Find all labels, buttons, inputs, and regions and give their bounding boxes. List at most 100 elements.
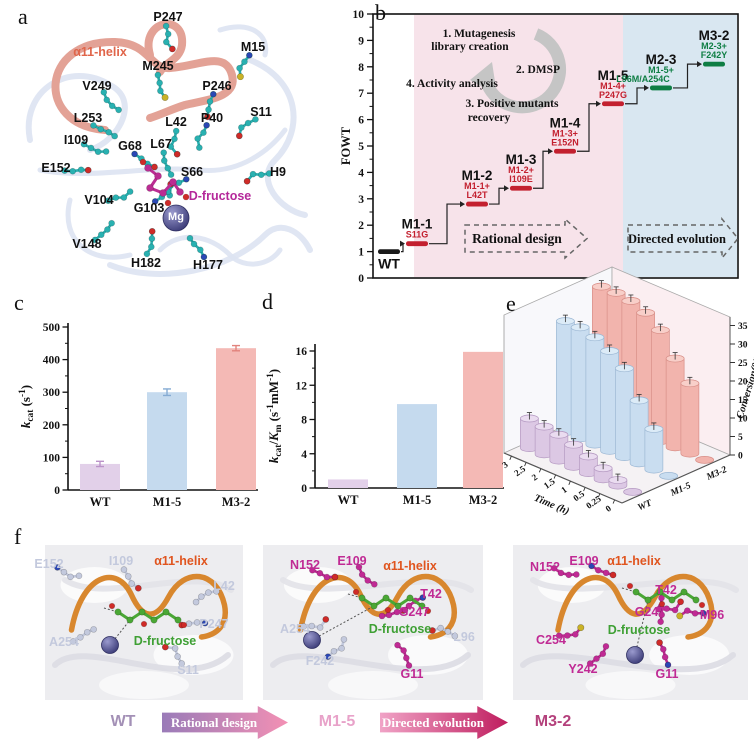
atom-ball — [352, 588, 360, 596]
atom-ball — [126, 616, 134, 624]
atom-ball — [159, 189, 167, 197]
atom-ball — [90, 122, 97, 129]
atom-ball — [658, 594, 665, 602]
step-sub-M1-4-0: M1-3+ — [552, 128, 578, 138]
footer-label-m3-2: M3-2 — [534, 713, 572, 730]
ribbon-strand — [51, 37, 174, 134]
series-label-M3-2: M3-2 — [704, 465, 728, 483]
ribbon-strand — [37, 127, 288, 176]
cylinder-body-M3-2 — [680, 379, 700, 458]
time-tick — [597, 493, 601, 498]
atom-ball — [80, 140, 88, 148]
atom-ball — [114, 608, 122, 616]
atom-ball — [594, 566, 602, 574]
bond-stick — [590, 564, 615, 577]
atom-ball — [309, 566, 316, 574]
atom-ball — [143, 250, 151, 258]
step-connector — [577, 103, 597, 152]
bond-stick — [302, 618, 328, 629]
atom-ball — [90, 626, 97, 633]
atom-ball — [370, 602, 378, 610]
atom-ball — [111, 132, 118, 140]
step-name-M1-2: M1-2 — [462, 168, 493, 183]
atom-ball — [249, 170, 257, 178]
bond-stick — [106, 190, 132, 203]
atom-ball — [599, 650, 607, 658]
panel-c-bar-WT — [80, 463, 120, 490]
atom-ball — [193, 619, 201, 626]
atom-ball — [97, 231, 105, 239]
panel-letter-c: c — [14, 290, 24, 315]
atom-ball — [126, 188, 134, 195]
atom-ball — [656, 639, 663, 646]
atom-ball — [691, 610, 699, 617]
step-connector — [533, 150, 549, 189]
atom-ball — [171, 645, 179, 652]
atom-ball — [154, 71, 162, 79]
atom-ball — [198, 593, 205, 600]
y-tick-label: 4 — [358, 167, 364, 179]
bond-stick — [145, 230, 154, 256]
panel-c-category-WT: WT — [90, 495, 112, 509]
panel-d-bar-M3-2 — [463, 351, 503, 488]
step-name-M1-3: M1-3 — [506, 152, 537, 167]
atom-ball — [190, 240, 198, 248]
step-dash-WT — [378, 249, 400, 254]
atom-ball — [105, 128, 113, 136]
atom-ball — [120, 566, 128, 573]
atom-ball — [183, 176, 190, 183]
atom-ball — [157, 87, 164, 95]
atom-ball — [661, 653, 669, 661]
atom-ball — [700, 610, 707, 617]
y-tick-label: 10 — [353, 9, 365, 21]
cycle-annotation-5: recovery — [468, 112, 511, 124]
atom-ball — [668, 596, 676, 604]
step-name-M1-1: M1-1 — [402, 217, 433, 232]
step-dash-M2-3 — [650, 85, 672, 91]
atom-ball — [167, 171, 175, 178]
atom-ball — [340, 636, 348, 643]
series-axis — [621, 454, 731, 504]
ribbon-strand — [270, 652, 471, 673]
atom-ball — [692, 596, 700, 604]
atom-ball — [663, 605, 670, 612]
time-tick-label: 3 — [500, 459, 510, 470]
atom-ball — [77, 166, 85, 174]
panel-c-bar-M1-5 — [147, 392, 187, 490]
bond-stick — [162, 151, 173, 176]
connector-arrowhead — [697, 61, 702, 68]
atom-ball — [400, 647, 407, 654]
atom-ball — [54, 564, 61, 571]
z-tick-label: 35 — [738, 322, 748, 332]
atom-ball — [626, 582, 634, 590]
panel-c-tick-label: 0 — [54, 485, 60, 497]
atom-ball — [393, 608, 401, 616]
atom-ball — [138, 608, 146, 616]
time-axis — [503, 452, 623, 504]
y-tick-label: 3 — [358, 194, 364, 206]
atom-ball — [236, 64, 243, 72]
rational-design-arrow-label: Rational design — [170, 714, 258, 730]
atom-ball — [197, 246, 204, 254]
step-connector — [673, 63, 698, 89]
atom-ball — [91, 236, 99, 244]
atom-ball — [358, 571, 366, 578]
bond-stick — [169, 129, 179, 156]
atom-ball — [555, 632, 563, 639]
bond-stick — [188, 236, 206, 259]
atom-ball — [677, 598, 684, 606]
h-bond — [634, 599, 649, 656]
atom-ball — [243, 177, 251, 185]
cylinder-disc-WT — [623, 487, 643, 496]
y-tick-label: 2 — [358, 220, 364, 232]
connector-arrowhead — [548, 148, 553, 155]
bond-stick — [238, 53, 251, 78]
atom-ball — [680, 588, 688, 596]
connector-arrowhead — [400, 240, 405, 247]
atom-ball — [257, 171, 265, 179]
atom-ball — [97, 125, 105, 133]
y-tick-label: 5 — [358, 141, 364, 153]
atom-ball — [684, 607, 691, 614]
atom-ball — [108, 219, 115, 227]
